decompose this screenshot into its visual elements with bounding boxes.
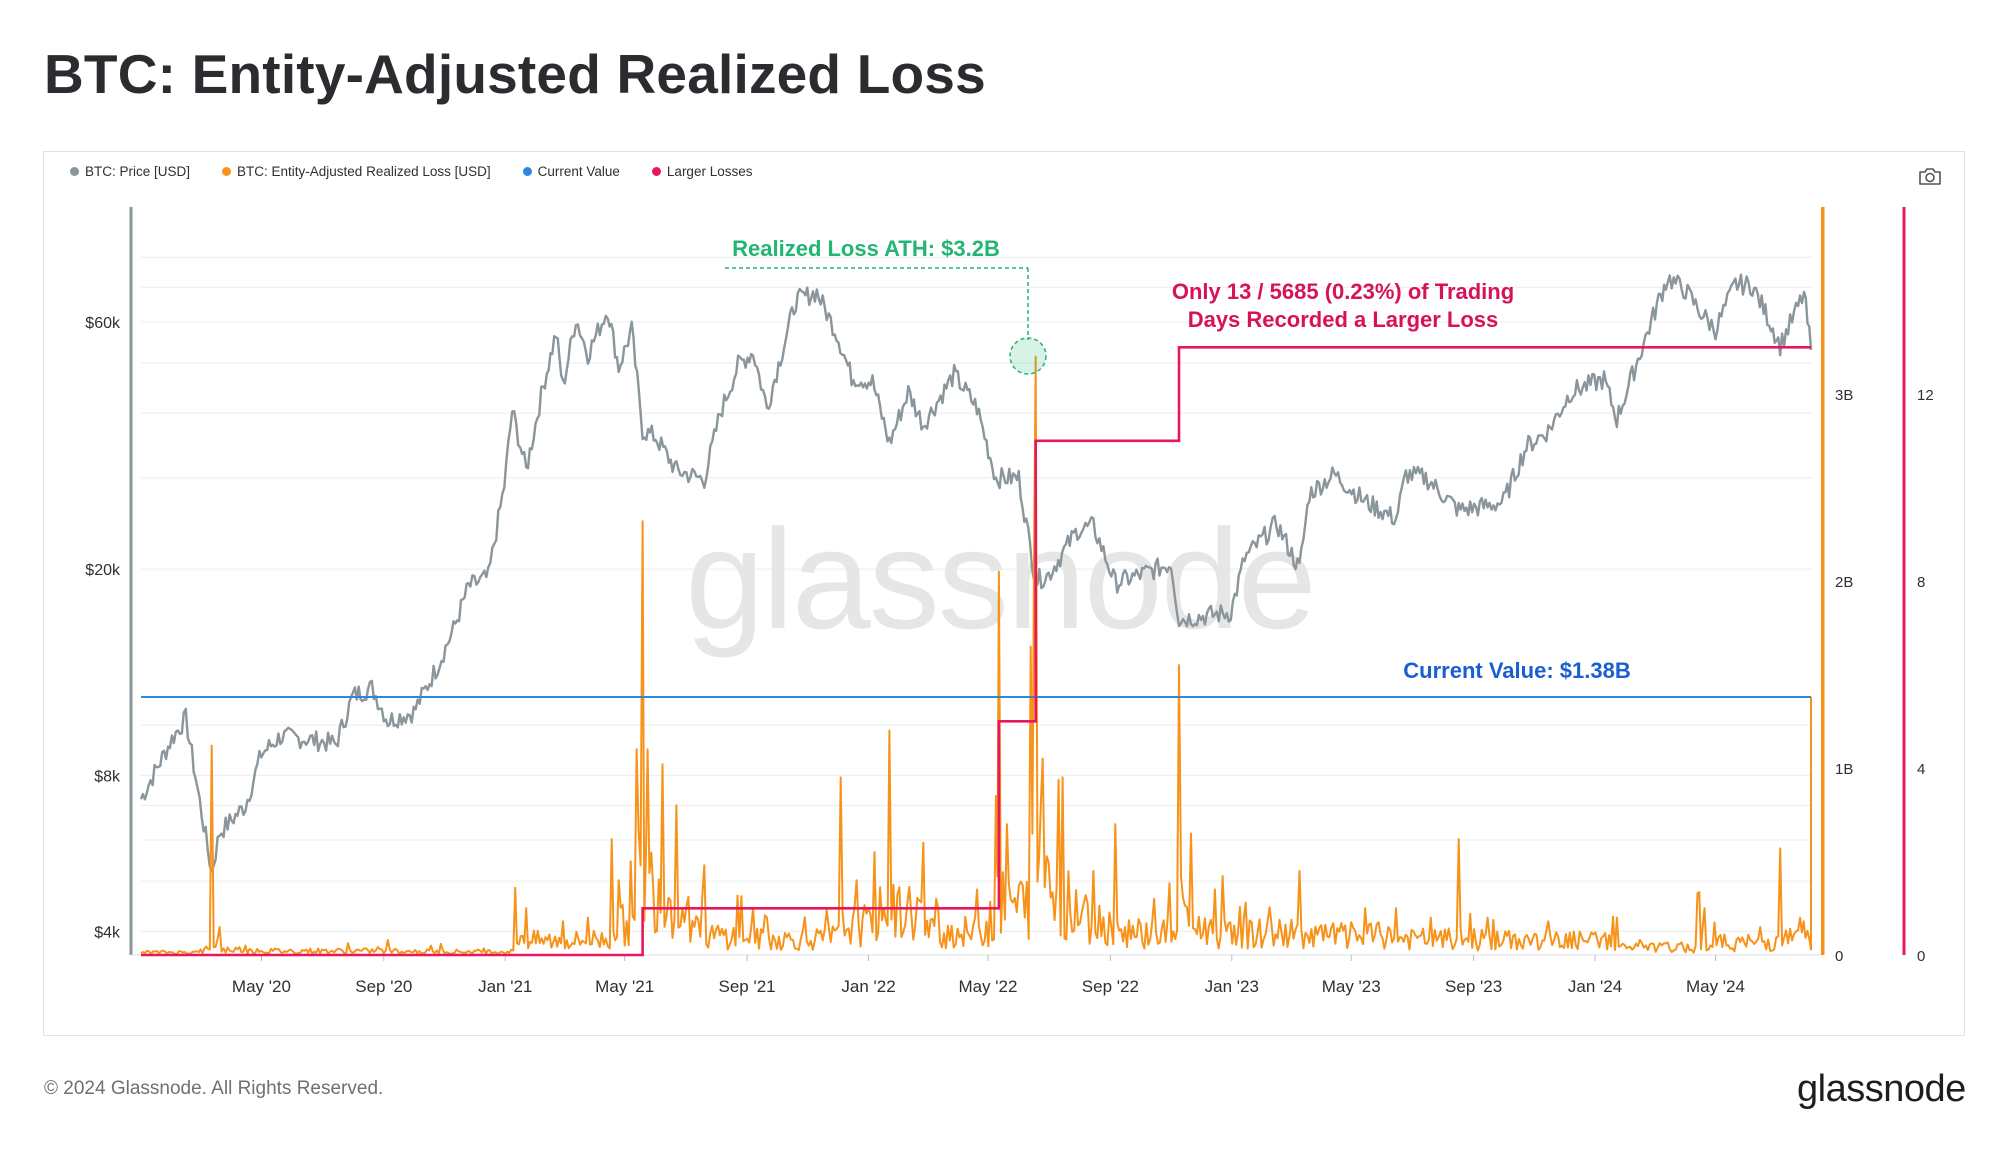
loss-tick-label: 0 [1835,948,1843,965]
price-tick-label: $20k [85,562,121,579]
x-tick-label: Jan '24 [1568,977,1622,996]
x-tick-label: Jan '23 [1205,977,1259,996]
legend-dot-price [70,167,79,176]
glassnode-logo: glassnode [1797,1068,1966,1110]
price-tick-label: $4k [94,924,121,941]
legend-label-realized-loss: BTC: Entity-Adjusted Realized Loss [USD] [237,164,491,179]
footer-copyright: © 2024 Glassnode. All Rights Reserved. [44,1078,384,1099]
count-tick-label: 4 [1917,761,1925,778]
page-title: BTC: Entity-Adjusted Realized Loss [44,43,986,105]
larger-losses-annotation-line2: Days Recorded a Larger Loss [1188,307,1499,332]
annotation-layer: Realized Loss ATH: $3.2B Only 13 / 5685 … [725,236,1631,683]
series-layer [139,207,1823,957]
legend-item-price[interactable]: BTC: Price [USD] [70,164,190,179]
camera-icon[interactable] [1918,166,1942,186]
loss-tick-label: 2B [1835,574,1853,591]
x-tick-label: Sep '22 [1082,977,1139,996]
watermark: glassnode [685,500,1314,659]
x-tick-label: Sep '23 [1445,977,1502,996]
count-tick-label: 0 [1917,948,1925,965]
x-tick-label: Sep '20 [355,977,412,996]
legend-label-current-value: Current Value [537,164,620,179]
ath-marker [1009,337,1047,375]
x-tick-label: Sep '21 [719,977,776,996]
ath-annotation: Realized Loss ATH: $3.2B [732,236,1000,261]
x-tick-label: May '24 [1686,977,1745,996]
price-tick-label: $8k [94,768,121,785]
x-tick-label: May '23 [1322,977,1381,996]
legend-dot-current-value [522,167,532,176]
loss-tick-label: 3B [1835,387,1853,404]
series-line-larger-losses [141,345,1811,957]
x-tick-label: Jan '21 [478,977,532,996]
legend-item-current-value[interactable]: Current Value [522,164,620,179]
x-tick-label: May '20 [232,977,291,996]
axes-layer: May '20 Sep '20 Jan '21 May '21 Sep '21 Jan '… [85,207,1934,996]
chart-legend: BTC: Price [USD] BTC: Entity-Adjusted Re… [70,164,752,179]
count-tick-label: 8 [1917,574,1925,591]
loss-tick-label: 1B [1835,761,1853,778]
legend-item-realized-loss[interactable]: BTC: Entity-Adjusted Realized Loss [USD] [222,164,491,179]
legend-dot-larger-losses [651,167,661,176]
larger-losses-annotation-line1: Only 13 / 5685 (0.23%) of Trading [1172,279,1514,304]
current-value-annotation: Current Value: $1.38B [1403,658,1630,683]
count-tick-label: 12 [1917,387,1934,404]
legend-item-larger-losses[interactable]: Larger Losses [651,164,753,179]
x-tick-label: Jan '22 [841,977,895,996]
legend-label-price: BTC: Price [USD] [85,164,191,179]
legend-label-larger-losses: Larger Losses [666,164,753,179]
x-tick-label: May '21 [595,977,654,996]
x-tick-label: May '22 [958,977,1017,996]
price-tick-label: $60k [85,315,121,332]
legend-dot-realized-loss [222,167,232,176]
series-line-price [139,273,1813,873]
